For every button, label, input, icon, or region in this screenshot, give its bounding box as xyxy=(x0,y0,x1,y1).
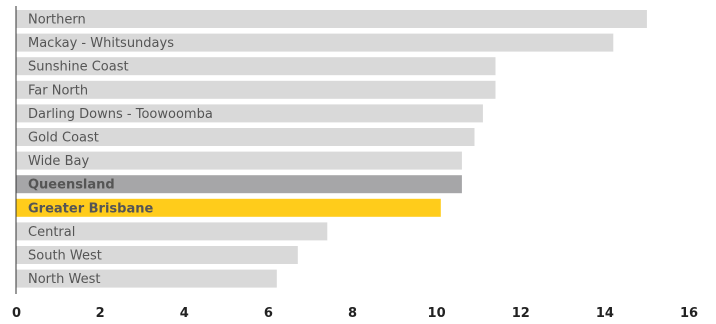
bar-sunshine-coast xyxy=(16,57,496,76)
bar-label-far-north: Far North xyxy=(28,83,88,98)
bar-greater-brisbane xyxy=(16,198,441,217)
x-tick-label-4: 4 xyxy=(180,306,189,321)
bar-darling-downs-toowoomba xyxy=(16,104,483,123)
bar-queensland xyxy=(16,175,462,194)
x-axis-ticks: 0 2 4 6 8 10 12 14 16 xyxy=(12,306,698,321)
bar-label-north-west: North West xyxy=(28,272,100,287)
x-tick-label-16: 16 xyxy=(680,306,698,321)
bar-label-gold-coast: Gold Coast xyxy=(28,131,99,146)
x-tick-label-12: 12 xyxy=(512,306,530,321)
bar-label-sunshine-coast: Sunshine Coast xyxy=(28,60,129,75)
bars-group: Northern Mackay - Whitsundays Sunshine Coa… xyxy=(16,10,647,288)
bar-north-west xyxy=(16,269,277,288)
bar-label-south-west: South West xyxy=(28,249,102,264)
bar-far-north xyxy=(16,80,496,99)
bar-label-northern: Northern xyxy=(28,13,86,28)
x-tick-label-8: 8 xyxy=(348,306,357,321)
x-tick-label-0: 0 xyxy=(12,306,21,321)
bar-label-darling-downs-toowoomba: Darling Downs - Toowoomba xyxy=(28,107,213,122)
x-tick-label-10: 10 xyxy=(428,306,446,321)
x-tick-label-6: 6 xyxy=(264,306,273,321)
bar-label-mackay-whitsundays: Mackay - Whitsundays xyxy=(28,36,174,51)
bar-northern xyxy=(16,10,647,28)
bar-label-wide-bay: Wide Bay xyxy=(28,154,89,169)
bar-label-central: Central xyxy=(28,225,75,240)
x-tick-label-2: 2 xyxy=(96,306,105,321)
bar-central xyxy=(16,222,328,241)
bar-south-west xyxy=(16,246,298,264)
bar-gold-coast xyxy=(16,128,475,146)
bar-label-queensland: Queensland xyxy=(28,178,115,193)
x-tick-label-14: 14 xyxy=(596,306,614,321)
bar-label-greater-brisbane: Greater Brisbane xyxy=(28,201,153,216)
bar-mackay-whitsundays xyxy=(16,33,614,52)
bar-wide-bay xyxy=(16,151,462,170)
